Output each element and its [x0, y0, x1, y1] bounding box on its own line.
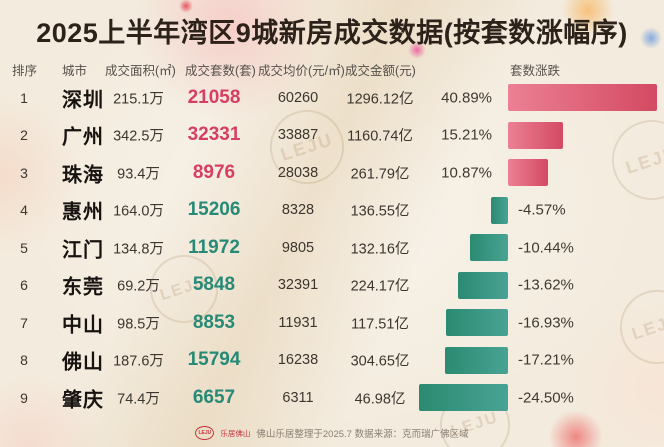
change-label: -16.93%	[518, 314, 574, 332]
price-cell: 9805	[281, 239, 315, 256]
change-bar	[508, 121, 564, 149]
change-label: 40.89%	[441, 89, 492, 107]
price-cell: 6311	[282, 389, 314, 406]
change-label: 10.87%	[441, 164, 492, 182]
units-cell: 6657	[192, 386, 236, 408]
change-label: -17.21%	[518, 351, 574, 369]
footer-logo-text: 乐居佛山	[220, 428, 251, 438]
price-cell: 60260	[277, 89, 319, 106]
footer: LEJU 乐居佛山 佛山乐居整理于2025.7 数据来源：克而瑞广佛区域	[0, 426, 664, 440]
area-cell: 134.8万	[113, 241, 164, 258]
rank-cell: 4	[20, 202, 28, 219]
units-cell: 11972	[188, 236, 240, 258]
amount-cell: 46.98亿	[354, 391, 406, 408]
price-cell: 28038	[277, 164, 319, 181]
table-row: 8 佛山 187.6万 15794 16238 304.65亿 -17.21%	[0, 342, 664, 380]
city-cell: 惠州	[62, 201, 104, 224]
city-cell: 江门	[62, 239, 104, 262]
table-body: 1 深圳 215.1万 21058 60260 1296.12亿 40.89% …	[0, 79, 664, 417]
rank-cell: 1	[20, 89, 28, 106]
table-row: 5 江门 134.8万 11972 9805 132.16亿 -10.44%	[0, 229, 664, 267]
change-bar	[458, 271, 508, 299]
change-bar	[418, 384, 508, 411]
column-header-area: 成交面积(㎡)	[105, 64, 176, 78]
city-cell: 肇庆	[62, 389, 104, 412]
column-header-change: 套数涨跌	[510, 64, 561, 78]
amount-cell: 117.51亿	[351, 316, 409, 333]
amount-cell: 1160.74亿	[347, 128, 413, 145]
price-cell: 8328	[281, 202, 315, 219]
price-cell: 32391	[277, 277, 319, 294]
price-cell: 16238	[277, 352, 319, 369]
table-row: 1 深圳 215.1万 21058 60260 1296.12亿 40.89%	[0, 79, 664, 117]
city-cell: 东莞	[62, 276, 104, 299]
change-bar	[446, 309, 508, 336]
page-title: 2025上半年湾区9城新房成交数据(按套数涨幅序)	[36, 18, 628, 48]
change-label: -10.44%	[518, 239, 574, 257]
rank-cell: 9	[20, 389, 28, 406]
area-cell: 74.4万	[117, 391, 160, 408]
table-row: 3 珠海 93.4万 8976 28038 261.79亿 10.87%	[0, 154, 664, 192]
amount-cell: 136.55亿	[350, 203, 410, 220]
change-bar	[508, 159, 548, 186]
table-row: 2 广州 342.5万 32331 33887 1160.74亿 15.21%	[0, 117, 664, 155]
table-row: 6 东莞 69.2万 5848 32391 224.17亿 -13.62%	[0, 267, 664, 305]
city-cell: 佛山	[62, 351, 104, 374]
city-cell: 珠海	[62, 164, 104, 187]
price-cell: 33887	[277, 127, 319, 144]
amount-cell: 224.17亿	[350, 278, 410, 295]
area-cell: 342.5万	[113, 128, 164, 145]
leju-logo-icon: LEJU	[195, 426, 215, 440]
column-header-amount: 成交金额(元)	[345, 64, 416, 78]
city-cell: 中山	[62, 314, 104, 337]
change-bar	[469, 234, 508, 261]
change-label: -4.57%	[518, 201, 566, 219]
area-cell: 98.5万	[117, 316, 160, 333]
column-header-rank: 排序	[12, 64, 38, 78]
units-cell: 5848	[192, 274, 236, 296]
city-cell: 广州	[62, 126, 104, 149]
rank-cell: 2	[20, 127, 28, 144]
price-cell: 11931	[278, 314, 318, 331]
change-label: 15.21%	[441, 126, 492, 144]
rank-cell: 8	[20, 352, 28, 369]
amount-cell: 132.16亿	[350, 241, 410, 258]
area-cell: 187.6万	[113, 353, 164, 370]
change-label: -13.62%	[518, 276, 574, 294]
units-cell: 8976	[192, 161, 236, 183]
table-row: 7 中山 98.5万 8853 11931 117.51亿 -16.93%	[0, 304, 664, 342]
amount-cell: 261.79亿	[350, 166, 410, 183]
rank-cell: 7	[20, 314, 28, 331]
change-bar	[445, 346, 508, 374]
table-row: 9 肇庆 74.4万 6657 6311 46.98亿 -24.50%	[0, 379, 664, 417]
units-cell: 32331	[187, 124, 241, 146]
units-cell: 21058	[187, 86, 241, 108]
units-cell: 15206	[187, 199, 241, 221]
change-bar	[508, 84, 657, 111]
rank-cell: 6	[20, 277, 28, 294]
footer-note: 佛山乐居整理于2025.7 数据来源：克而瑞广佛区域	[256, 429, 469, 440]
area-cell: 164.0万	[113, 203, 164, 220]
units-cell: 8853	[192, 311, 236, 333]
area-cell: 93.4万	[117, 166, 160, 183]
column-header-units: 成交套数(套)	[185, 64, 256, 78]
column-header-price: 成交均价(元/㎡)	[258, 64, 345, 78]
amount-cell: 1296.12亿	[346, 91, 414, 108]
area-cell: 215.1万	[113, 91, 164, 108]
rank-cell: 5	[20, 239, 28, 256]
rank-cell: 3	[20, 164, 28, 181]
city-cell: 深圳	[62, 89, 104, 112]
area-cell: 69.2万	[117, 278, 160, 295]
table-row: 4 惠州 164.0万 15206 8328 136.55亿 -4.57%	[0, 192, 664, 230]
change-bar	[491, 196, 508, 224]
table-header: 排序 城市 成交面积(㎡) 成交套数(套) 成交均价(元/㎡) 成交金额(元) …	[0, 60, 664, 78]
units-cell: 15794	[187, 349, 241, 371]
change-label: -24.50%	[518, 389, 574, 407]
amount-cell: 304.65亿	[350, 353, 410, 370]
column-header-city: 城市	[62, 64, 88, 78]
